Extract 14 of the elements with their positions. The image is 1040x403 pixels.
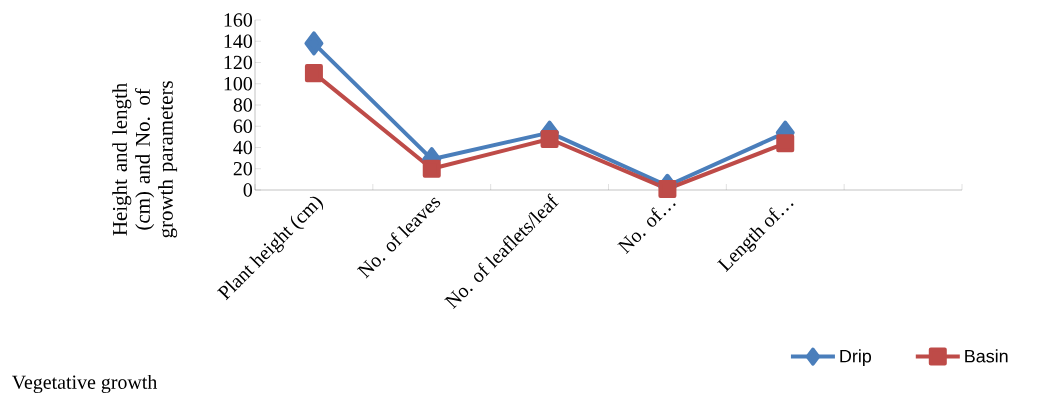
legend-label: Basin: [965, 349, 1008, 363]
y-tick-label: 0: [243, 183, 253, 197]
y-tick-label: 120: [224, 55, 253, 70]
y-tick-label: 60: [233, 119, 253, 133]
y-tick-label: 40: [233, 140, 253, 155]
y-tick-label: 80: [233, 98, 253, 112]
y-tick-label: 140: [224, 34, 253, 48]
y-tick-label: 160: [224, 13, 253, 27]
y-tick-label: 100: [224, 77, 253, 91]
legend-label: Drip: [840, 349, 872, 367]
y-axis-title: Height and length (cm) and No. of growth parameters: [112, 81, 178, 238]
y-tick-label: 20: [233, 162, 253, 176]
x-tick-label: No. of…: [617, 203, 676, 254]
x-axis-title: Vegetative growth: [12, 374, 158, 394]
